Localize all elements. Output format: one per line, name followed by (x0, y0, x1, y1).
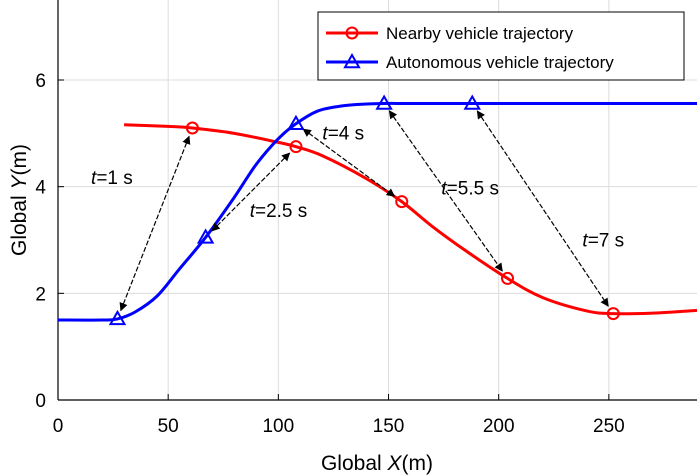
time-sync-arrow (302, 128, 396, 197)
x-tick-label: 100 (262, 416, 294, 437)
time-sync-arrow (211, 152, 291, 232)
y-tick-label: 6 (35, 71, 46, 92)
x-axis-label-var: X (387, 452, 403, 475)
time-annotation-var: t (322, 124, 328, 145)
time-sync-arrow (476, 110, 609, 307)
x-tick-label: 150 (373, 416, 405, 437)
x-tick-label: 200 (483, 416, 515, 437)
time-sync-arrow (119, 135, 191, 312)
time-annotation: t=2.5 s (250, 201, 308, 222)
nearby-trajectory-point (289, 140, 303, 154)
time-annotation-value: =5.5 s (447, 179, 499, 200)
legend: Nearby vehicle trajectory Autonomous vehi… (317, 11, 685, 81)
time-annotation-value: =1 s (96, 168, 132, 189)
tick-labels: 0 50 100 150 200 250 0 2 4 6 (35, 71, 624, 437)
legend-box (317, 11, 685, 81)
y-tick-label: 2 (35, 284, 46, 305)
y-axis-label-prefix: Global (8, 189, 31, 256)
y-axis-label: Global Y(m) (8, 144, 31, 256)
autonomous-trajectory-point (463, 94, 481, 110)
time-annotation-var: t (91, 168, 97, 189)
autonomous-trajectory-point (108, 309, 127, 326)
y-axis-label-unit: (m) (8, 144, 31, 175)
time-annotation-var: t (250, 201, 256, 222)
time-annotation-var: t (582, 230, 588, 251)
x-axis-label: Global X(m) (321, 452, 433, 475)
x-tick-label: 50 (158, 416, 179, 437)
autonomous-trajectory-point (196, 228, 215, 244)
time-annotation: t=7 s (582, 230, 624, 251)
time-annotation-value: =7 s (588, 230, 624, 251)
y-tick-label: 4 (35, 178, 46, 199)
legend-autonomous-marker (343, 52, 361, 69)
series-layer (58, 94, 697, 326)
legend-nearby-marker (345, 26, 359, 40)
nearby-trajectory-line (124, 123, 697, 316)
time-annotation-value: =4 s (328, 124, 364, 145)
nearby-trajectory-point (606, 307, 620, 321)
time-annotation: t=1 s (91, 168, 133, 189)
legend-autonomous-label: Autonomous vehicle trajectory (386, 53, 614, 72)
time-annotation-var: t (441, 179, 447, 200)
y-tick-label: 0 (35, 391, 46, 412)
x-axis-label-unit: (m) (402, 452, 433, 475)
plot-frame (57, 0, 697, 401)
x-tick-label: 250 (593, 416, 625, 437)
nearby-trajectory-point (185, 121, 199, 135)
autonomous-trajectory-point (287, 114, 305, 130)
annotations: t=1 st=2.5 st=4 st=5.5 st=7 s (91, 110, 624, 312)
autonomous-trajectory-line (58, 101, 697, 322)
time-annotation: t=4 s (322, 124, 364, 145)
legend-nearby-label: Nearby vehicle trajectory (386, 24, 574, 43)
x-tick-label: 0 (53, 416, 64, 437)
y-axis-label-var: Y (8, 173, 31, 189)
time-annotation-value: =2.5 s (255, 201, 307, 222)
x-axis-label-prefix: Global (321, 452, 388, 475)
time-annotation: t=5.5 s (441, 179, 499, 200)
autonomous-trajectory-point (375, 94, 393, 110)
